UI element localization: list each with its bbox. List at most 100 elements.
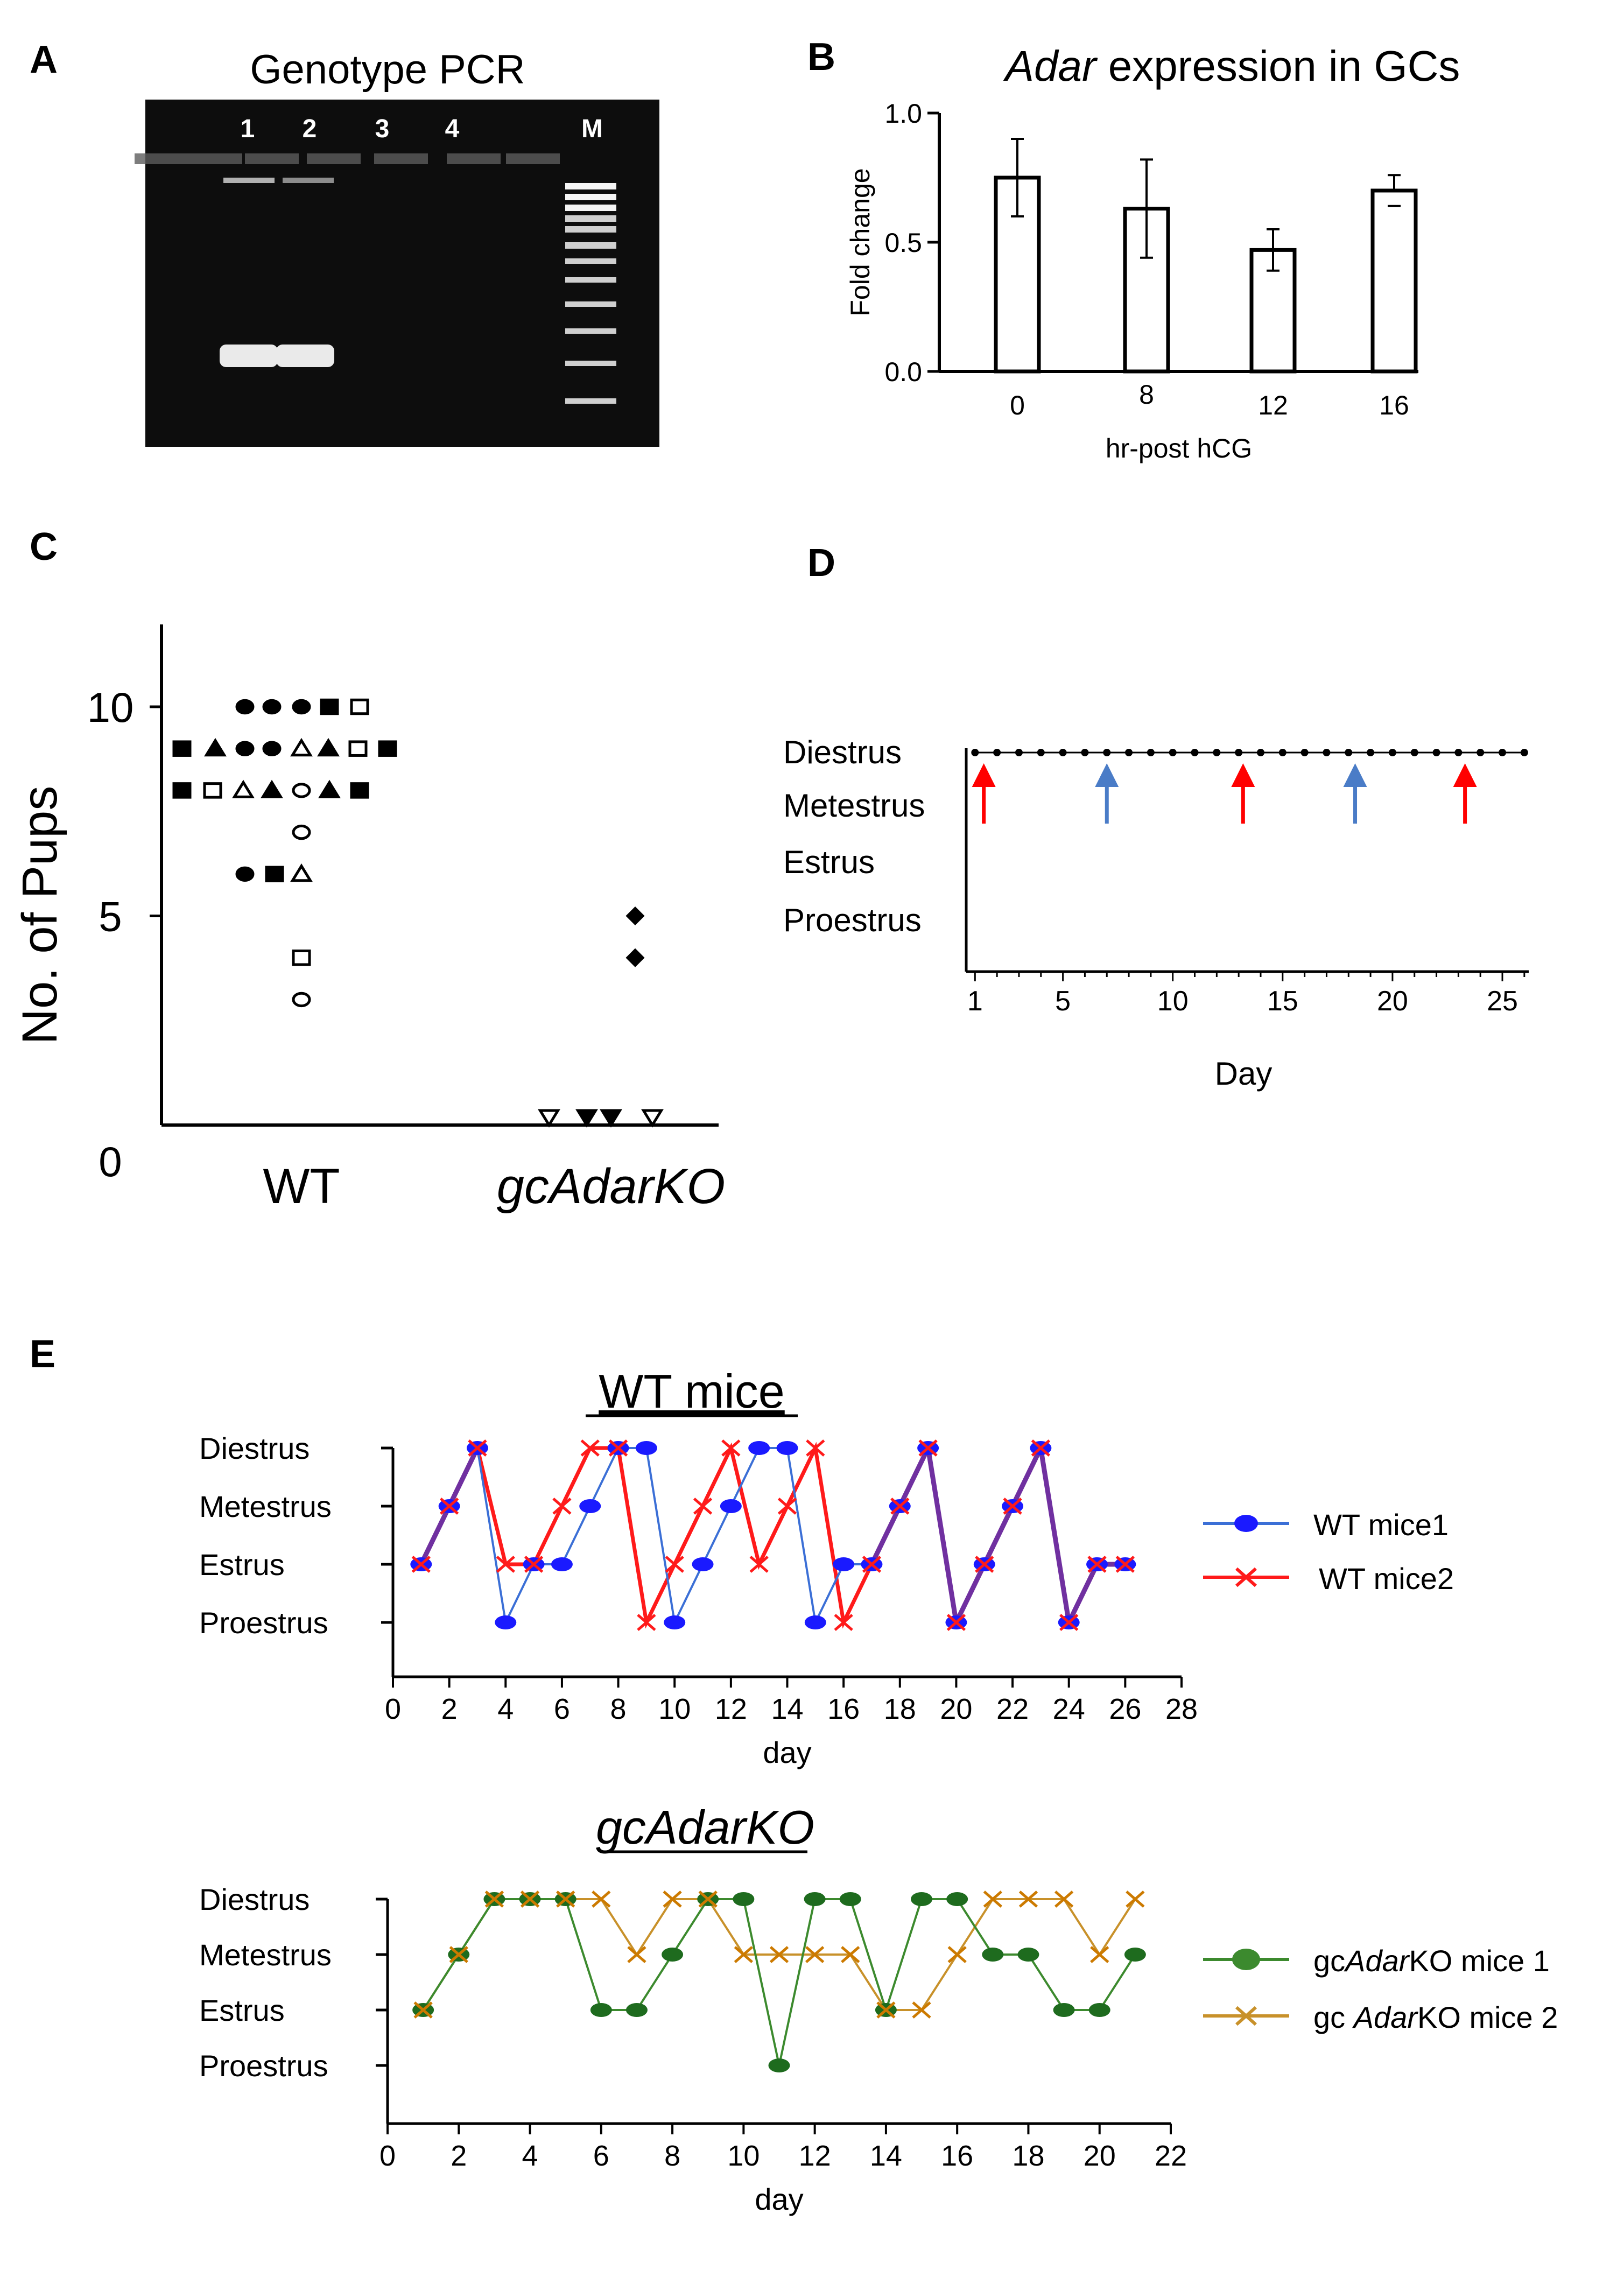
chart-c-point: [292, 949, 311, 966]
gel-well: [245, 153, 299, 164]
chart-c-point: [625, 906, 645, 926]
chart-e2-state-label: Diestrus: [199, 1882, 310, 1916]
chart-d-point: [1520, 749, 1528, 756]
chart-c-point: [262, 699, 282, 715]
chart-e1-overlap-segment: [897, 1447, 931, 1507]
chart-e2-series-2-marker: [449, 1946, 468, 1963]
chart-c-point: [575, 1109, 598, 1128]
gel-lane-label: 4: [445, 115, 460, 143]
chart-e1-series-1-marker: [776, 1441, 798, 1455]
chart-c-point: [320, 698, 339, 715]
chart-e1-series-2-marker: [1115, 1556, 1135, 1573]
chart-c-point: [350, 698, 369, 715]
chart-e1-series-2-marker: [608, 1439, 628, 1457]
chart-e2-series-1-marker: [625, 2003, 648, 2017]
panel-e: E WT mice Diestrus Metestrus Estrus Proestr…: [30, 1333, 1558, 2216]
gel-ladder-band: [565, 361, 616, 366]
gel-ladder-band: [565, 242, 616, 249]
gel-well: [135, 153, 188, 164]
chart-d-x-tick-label: 20: [1377, 986, 1408, 1017]
legend-e2-label-2-it: Adar: [1352, 2000, 1419, 2034]
chart-e2-series-2-marker: [947, 1946, 967, 1963]
chart-d-point: [1015, 749, 1023, 756]
chart-e1-series-2-marker: [890, 1498, 910, 1515]
chart-e2-x-tick-label: 14: [870, 2140, 902, 2172]
chart-d-point: [1388, 749, 1396, 756]
legend-e2-marker-1: [1232, 1949, 1260, 1970]
gel-well: [188, 153, 242, 164]
chart-e2-series-2-marker: [734, 1946, 754, 1963]
chart-d-state-label: Estrus: [783, 844, 875, 880]
chart-b-x-label: hr-post hCG: [1106, 433, 1252, 463]
chart-e1-series-2-marker: [975, 1556, 994, 1573]
chart-d-point: [1191, 749, 1199, 756]
chart-d-point: [1477, 749, 1485, 756]
chart-d-point: [1059, 749, 1067, 756]
chart-b-title: Adar expression in GCs: [1003, 42, 1460, 90]
gel-ladder-band: [565, 226, 616, 233]
gel-ladder-band: [565, 328, 616, 334]
chart-d-arrow-head: [1343, 763, 1367, 787]
chart-e1-series-2-marker: [439, 1498, 459, 1515]
gel-ladder-band: [565, 258, 616, 264]
chart-e1-series-2-marker: [1087, 1556, 1107, 1573]
chart-d-point: [1345, 749, 1353, 756]
chart-d-arrow-head: [1095, 763, 1119, 787]
chart-d-point: [1213, 749, 1221, 756]
chart-c-point: [235, 741, 255, 756]
chart-b-y-tick-label: 1.0: [884, 99, 922, 129]
chart-e2-series-2-marker: [592, 1891, 611, 1908]
gel-lane-label: M: [581, 115, 603, 143]
chart-d-x-tick-label: 10: [1157, 986, 1189, 1017]
legend-e1-label-2: WT mice2: [1319, 1562, 1454, 1596]
gel-lane-label: 1: [241, 115, 255, 143]
chart-e2-series-2-marker: [663, 1891, 682, 1908]
chart-e1-state-label: Diestrus: [199, 1431, 310, 1465]
chart-e1-overlap-segment: [982, 1505, 1015, 1565]
legend-e2-label-1-post: KO mice 1: [1409, 1944, 1549, 1978]
chart-d-point: [1081, 749, 1089, 756]
chart-d-point: [971, 749, 979, 756]
gel-ladder-band: [565, 215, 616, 222]
chart-e1-x-tick-label: 14: [771, 1693, 803, 1725]
chart-e2-series-1-marker: [1053, 2003, 1075, 2017]
chart-e2-series-1-marker: [804, 1892, 826, 1906]
legend-e2-label-2-pre: gc: [1313, 2000, 1354, 2034]
chart-e2-series-2-marker: [841, 1946, 860, 1963]
chart-e1-x-tick-label: 18: [884, 1693, 916, 1725]
chart-e1-series-2-marker: [496, 1556, 515, 1573]
chart-d-point: [1454, 749, 1463, 756]
chart-e2-state-label: Estrus: [199, 1993, 285, 2027]
chart-d-state-label: Metestrus: [783, 788, 925, 824]
chart-b-bar: [994, 175, 1041, 374]
panel-a: A Genotype PCR 1 2 3 4 M: [30, 38, 659, 447]
chart-c-y-tick-label: 0: [99, 1138, 122, 1185]
chart-e1-series-2-marker: [411, 1556, 431, 1573]
chart-e2-x-tick-label: 18: [1012, 2140, 1044, 2172]
chart-c-point: [350, 782, 369, 799]
chart-c-point: [235, 699, 255, 715]
chart-d-point: [1432, 749, 1440, 756]
chart-d-x-tick-label: 1: [967, 986, 983, 1017]
chart-e1-x-tick-label: 22: [996, 1693, 1029, 1725]
chart-e2-x-tick-label: 20: [1084, 2140, 1116, 2172]
gel-band-product: [220, 345, 278, 367]
chart-e1-state-label: Estrus: [199, 1548, 285, 1582]
chart-c-point: [203, 782, 222, 799]
gel-lane-label: 2: [303, 115, 317, 143]
chart-e2-series-1-marker: [1017, 1948, 1039, 1962]
chart-e1-overlap-segment: [447, 1447, 480, 1507]
chart-e2-x-label: day: [755, 2182, 803, 2216]
chart-c-point: [348, 740, 368, 757]
chart-c-point: [292, 824, 311, 840]
legend-e2-label-2: gc AdarKO mice 2: [1313, 2000, 1558, 2034]
chart-d-point: [1037, 749, 1045, 756]
chart-c: 0 5 10 No. of Pups WT gcAdarKO: [12, 624, 725, 1214]
chart-c-x-tick-label: WT: [263, 1159, 340, 1214]
chart-e1-series-2-marker: [552, 1498, 572, 1515]
chart-e1-x-label: day: [763, 1735, 811, 1769]
chart-e2-series-1-marker: [839, 1892, 861, 1906]
chart-d-point: [1256, 749, 1264, 756]
